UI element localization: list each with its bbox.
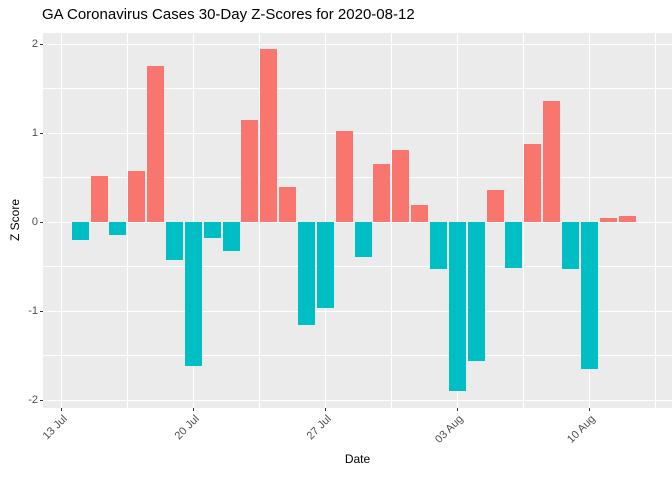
- y-tick-mark: [40, 221, 43, 223]
- y-tick-mark: [40, 310, 43, 312]
- bar: [561, 222, 579, 270]
- gridline-minor-vertical: [126, 33, 128, 408]
- bar: [316, 222, 334, 308]
- gridline-minor-horizontal: [43, 88, 672, 90]
- bar: [335, 130, 353, 223]
- gridline-minor-vertical: [258, 33, 260, 408]
- x-axis-title: Date: [344, 452, 371, 466]
- x-tick-mark: [588, 408, 590, 411]
- gridline-major-horizontal: [43, 399, 672, 401]
- bar: [222, 222, 240, 251]
- bar: [467, 222, 485, 362]
- gridline-minor-horizontal: [43, 266, 672, 268]
- bar: [448, 222, 466, 391]
- x-tick-label-text: 13 Jul: [40, 413, 70, 443]
- x-tick-label-text: 27 Jul: [304, 413, 334, 443]
- bar: [354, 222, 372, 257]
- gridline-minor-vertical: [654, 33, 656, 408]
- x-tick-mark: [456, 408, 458, 411]
- bar: [618, 216, 636, 223]
- bar: [599, 217, 617, 223]
- gridline-major-horizontal: [43, 221, 672, 223]
- x-tick-label-text: 10 Aug: [565, 413, 598, 446]
- gridline-major-vertical: [456, 33, 458, 408]
- gridline-major-vertical: [588, 33, 590, 408]
- bar: [147, 65, 165, 223]
- y-tick-label: 1: [31, 127, 38, 140]
- y-tick-label: -1: [28, 305, 38, 318]
- bar: [109, 222, 127, 235]
- bar: [580, 222, 598, 370]
- gridline-major-horizontal: [43, 310, 672, 312]
- chart-title: GA Coronavirus Cases 30-Day Z-Scores for…: [42, 6, 415, 23]
- y-tick-label: 0: [31, 216, 38, 229]
- bar: [486, 190, 504, 223]
- y-tick-label: -2: [28, 394, 38, 407]
- bar: [128, 170, 146, 223]
- bar: [260, 48, 278, 223]
- gridline-minor-vertical: [390, 33, 392, 408]
- gridline-minor-horizontal: [43, 177, 672, 179]
- bar: [297, 222, 315, 325]
- bar: [279, 186, 297, 223]
- gridline-major-vertical: [60, 33, 62, 408]
- gridline-minor-vertical: [522, 33, 524, 408]
- x-tick-mark: [60, 408, 62, 411]
- bar: [184, 222, 202, 366]
- bar: [373, 163, 391, 223]
- x-tick-label-text: 03 Aug: [433, 413, 466, 446]
- y-axis-title: Z Score: [8, 198, 22, 242]
- y-tick-mark: [40, 399, 43, 401]
- bar: [90, 176, 108, 223]
- bar: [543, 101, 561, 223]
- bar: [429, 222, 447, 270]
- x-tick-mark: [324, 408, 326, 411]
- x-tick-mark: [192, 408, 194, 411]
- bar: [71, 222, 89, 241]
- y-tick-mark: [40, 43, 43, 45]
- plot-panel: [43, 33, 672, 408]
- y-tick-mark: [40, 132, 43, 134]
- gridline-major-vertical: [192, 33, 194, 408]
- gridline-major-horizontal: [43, 43, 672, 45]
- y-tick-label: 2: [31, 38, 38, 51]
- bar: [524, 143, 542, 223]
- bar: [392, 150, 410, 223]
- gridline-major-horizontal: [43, 132, 672, 134]
- gridline-minor-horizontal: [43, 355, 672, 357]
- bar: [411, 204, 429, 223]
- bar: [505, 222, 523, 268]
- x-tick-label-text: 20 Jul: [172, 413, 202, 443]
- bar: [165, 222, 183, 260]
- bar: [203, 222, 221, 239]
- bar: [241, 119, 259, 223]
- gridline-major-vertical: [324, 33, 326, 408]
